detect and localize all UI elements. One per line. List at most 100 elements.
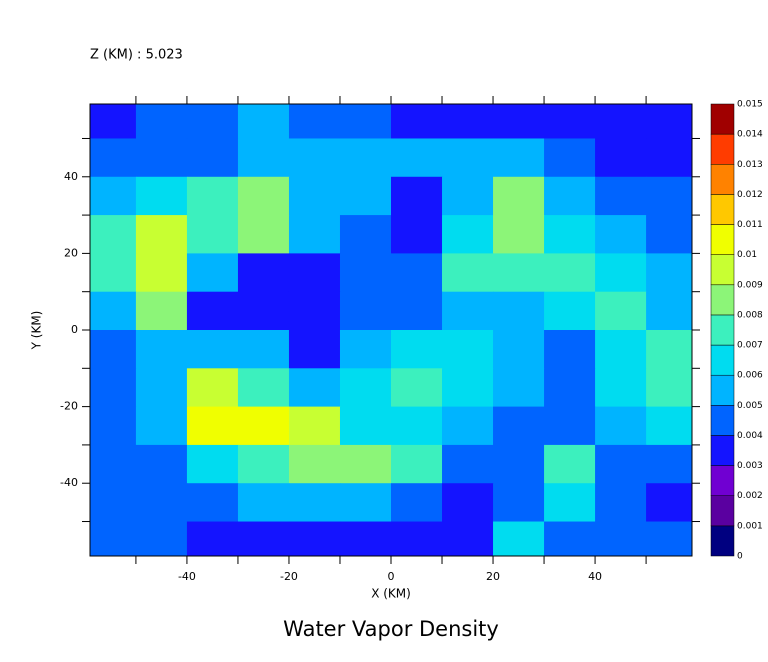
- contour-cell: [646, 138, 692, 178]
- contour-cell: [288, 444, 341, 484]
- y-axis-label: Y (KM): [30, 311, 44, 351]
- y-tick-label: 40: [64, 170, 78, 183]
- contour-cell: [493, 291, 545, 331]
- contour-cell: [186, 176, 239, 216]
- contour-cell: [595, 368, 647, 408]
- colorbar-box: [710, 525, 735, 557]
- contour-cell: [646, 291, 692, 331]
- contour-cell: [135, 330, 188, 369]
- contour-cell: [237, 483, 290, 523]
- contour-cell: [391, 444, 443, 484]
- contour-cell: [339, 138, 392, 178]
- contour-cell: [595, 521, 647, 556]
- colorbar-label: 0.007: [737, 341, 763, 351]
- contour-cell: [186, 444, 239, 484]
- contour-cell: [186, 138, 239, 178]
- contour-cell: [391, 215, 443, 254]
- contour-cell: [391, 406, 443, 446]
- contour-cell: [442, 521, 494, 556]
- contour-cell: [288, 521, 341, 556]
- colorbar-label: 0.013: [737, 160, 763, 170]
- contour-cell: [544, 330, 596, 369]
- contour-cell: [288, 406, 341, 446]
- colorbar-label: 0.01: [737, 250, 757, 260]
- contour-cell: [135, 176, 188, 216]
- colorbar-label: 0.001: [737, 521, 763, 531]
- contour-cell: [391, 138, 443, 178]
- colorbar-box: [710, 284, 735, 316]
- x-tick-label: 0: [388, 570, 395, 583]
- contour-cell: [391, 483, 443, 523]
- contour-cell: [237, 215, 290, 254]
- contour-cell: [90, 253, 137, 293]
- contour-cell: [186, 406, 239, 446]
- contour-cell: [544, 406, 596, 446]
- contour-cell: [90, 444, 137, 484]
- contour-cell: [288, 176, 341, 216]
- contour-cell: [646, 104, 692, 139]
- contour-cell: [442, 330, 494, 369]
- colorbar-box: [710, 164, 735, 195]
- contour-cell: [135, 104, 188, 139]
- contour-cell: [595, 176, 647, 216]
- contour-cell: [288, 138, 341, 178]
- contour-cell: [237, 291, 290, 331]
- contour-cell: [90, 291, 137, 331]
- contour-cell: [135, 253, 188, 293]
- contour-cell: [646, 330, 692, 369]
- contour-cell: [646, 368, 692, 408]
- colorbar-label: 0.006: [737, 371, 763, 381]
- contour-cell: [237, 176, 290, 216]
- contour-cell: [391, 368, 443, 408]
- contour-cell: [339, 176, 392, 216]
- colorbar-label: 0.009: [737, 280, 763, 290]
- contour-cell: [90, 176, 137, 216]
- colorbar-box: [710, 103, 735, 135]
- contour-cell: [442, 368, 494, 408]
- contour-cell: [493, 521, 545, 556]
- contour-cell: [442, 138, 494, 178]
- contour-cell: [90, 104, 137, 139]
- colorbar-label: 0.003: [737, 461, 763, 471]
- y-tick-label: 0: [71, 323, 78, 336]
- contour-cell: [135, 521, 188, 556]
- contour-cell: [237, 330, 290, 369]
- contour-cell: [493, 483, 545, 523]
- contour-cell: [237, 104, 290, 139]
- contour-cell: [135, 368, 188, 408]
- contour-cell: [288, 368, 341, 408]
- contour-cell: [544, 291, 596, 331]
- contour-cell: [186, 368, 239, 408]
- colorbar-label: 0.008: [737, 310, 763, 320]
- contour-cell: [595, 330, 647, 369]
- contour-cell: [493, 253, 545, 293]
- colorbar-label: 0.011: [737, 220, 763, 230]
- contour-cell: [595, 104, 647, 139]
- colorbar-box: [710, 314, 735, 346]
- colorbar-label: 0: [737, 552, 743, 562]
- contour-cell: [493, 104, 545, 139]
- contour-cell: [135, 291, 188, 331]
- contour-cell: [135, 444, 188, 484]
- contour-cell: [544, 253, 596, 293]
- contour-cell: [186, 291, 239, 331]
- contour-cell: [442, 253, 494, 293]
- contour-cell: [391, 291, 443, 331]
- contour-cell: [493, 138, 545, 178]
- contour-cell: [135, 483, 188, 523]
- contour-cell: [595, 444, 647, 484]
- contour-cell: [391, 104, 443, 139]
- contour-cell: [135, 406, 188, 446]
- contour-cell: [288, 291, 341, 331]
- contour-cell: [544, 483, 596, 523]
- contour-cell: [646, 521, 692, 556]
- contour-cell: [595, 406, 647, 446]
- contour-cell: [237, 253, 290, 293]
- y-tick-label: 20: [64, 246, 78, 259]
- y-tick-label: -40: [60, 476, 78, 489]
- contour-cell: [186, 330, 239, 369]
- colorbar-box: [710, 194, 735, 225]
- contour-cell: [339, 330, 392, 369]
- contour-cell: [442, 291, 494, 331]
